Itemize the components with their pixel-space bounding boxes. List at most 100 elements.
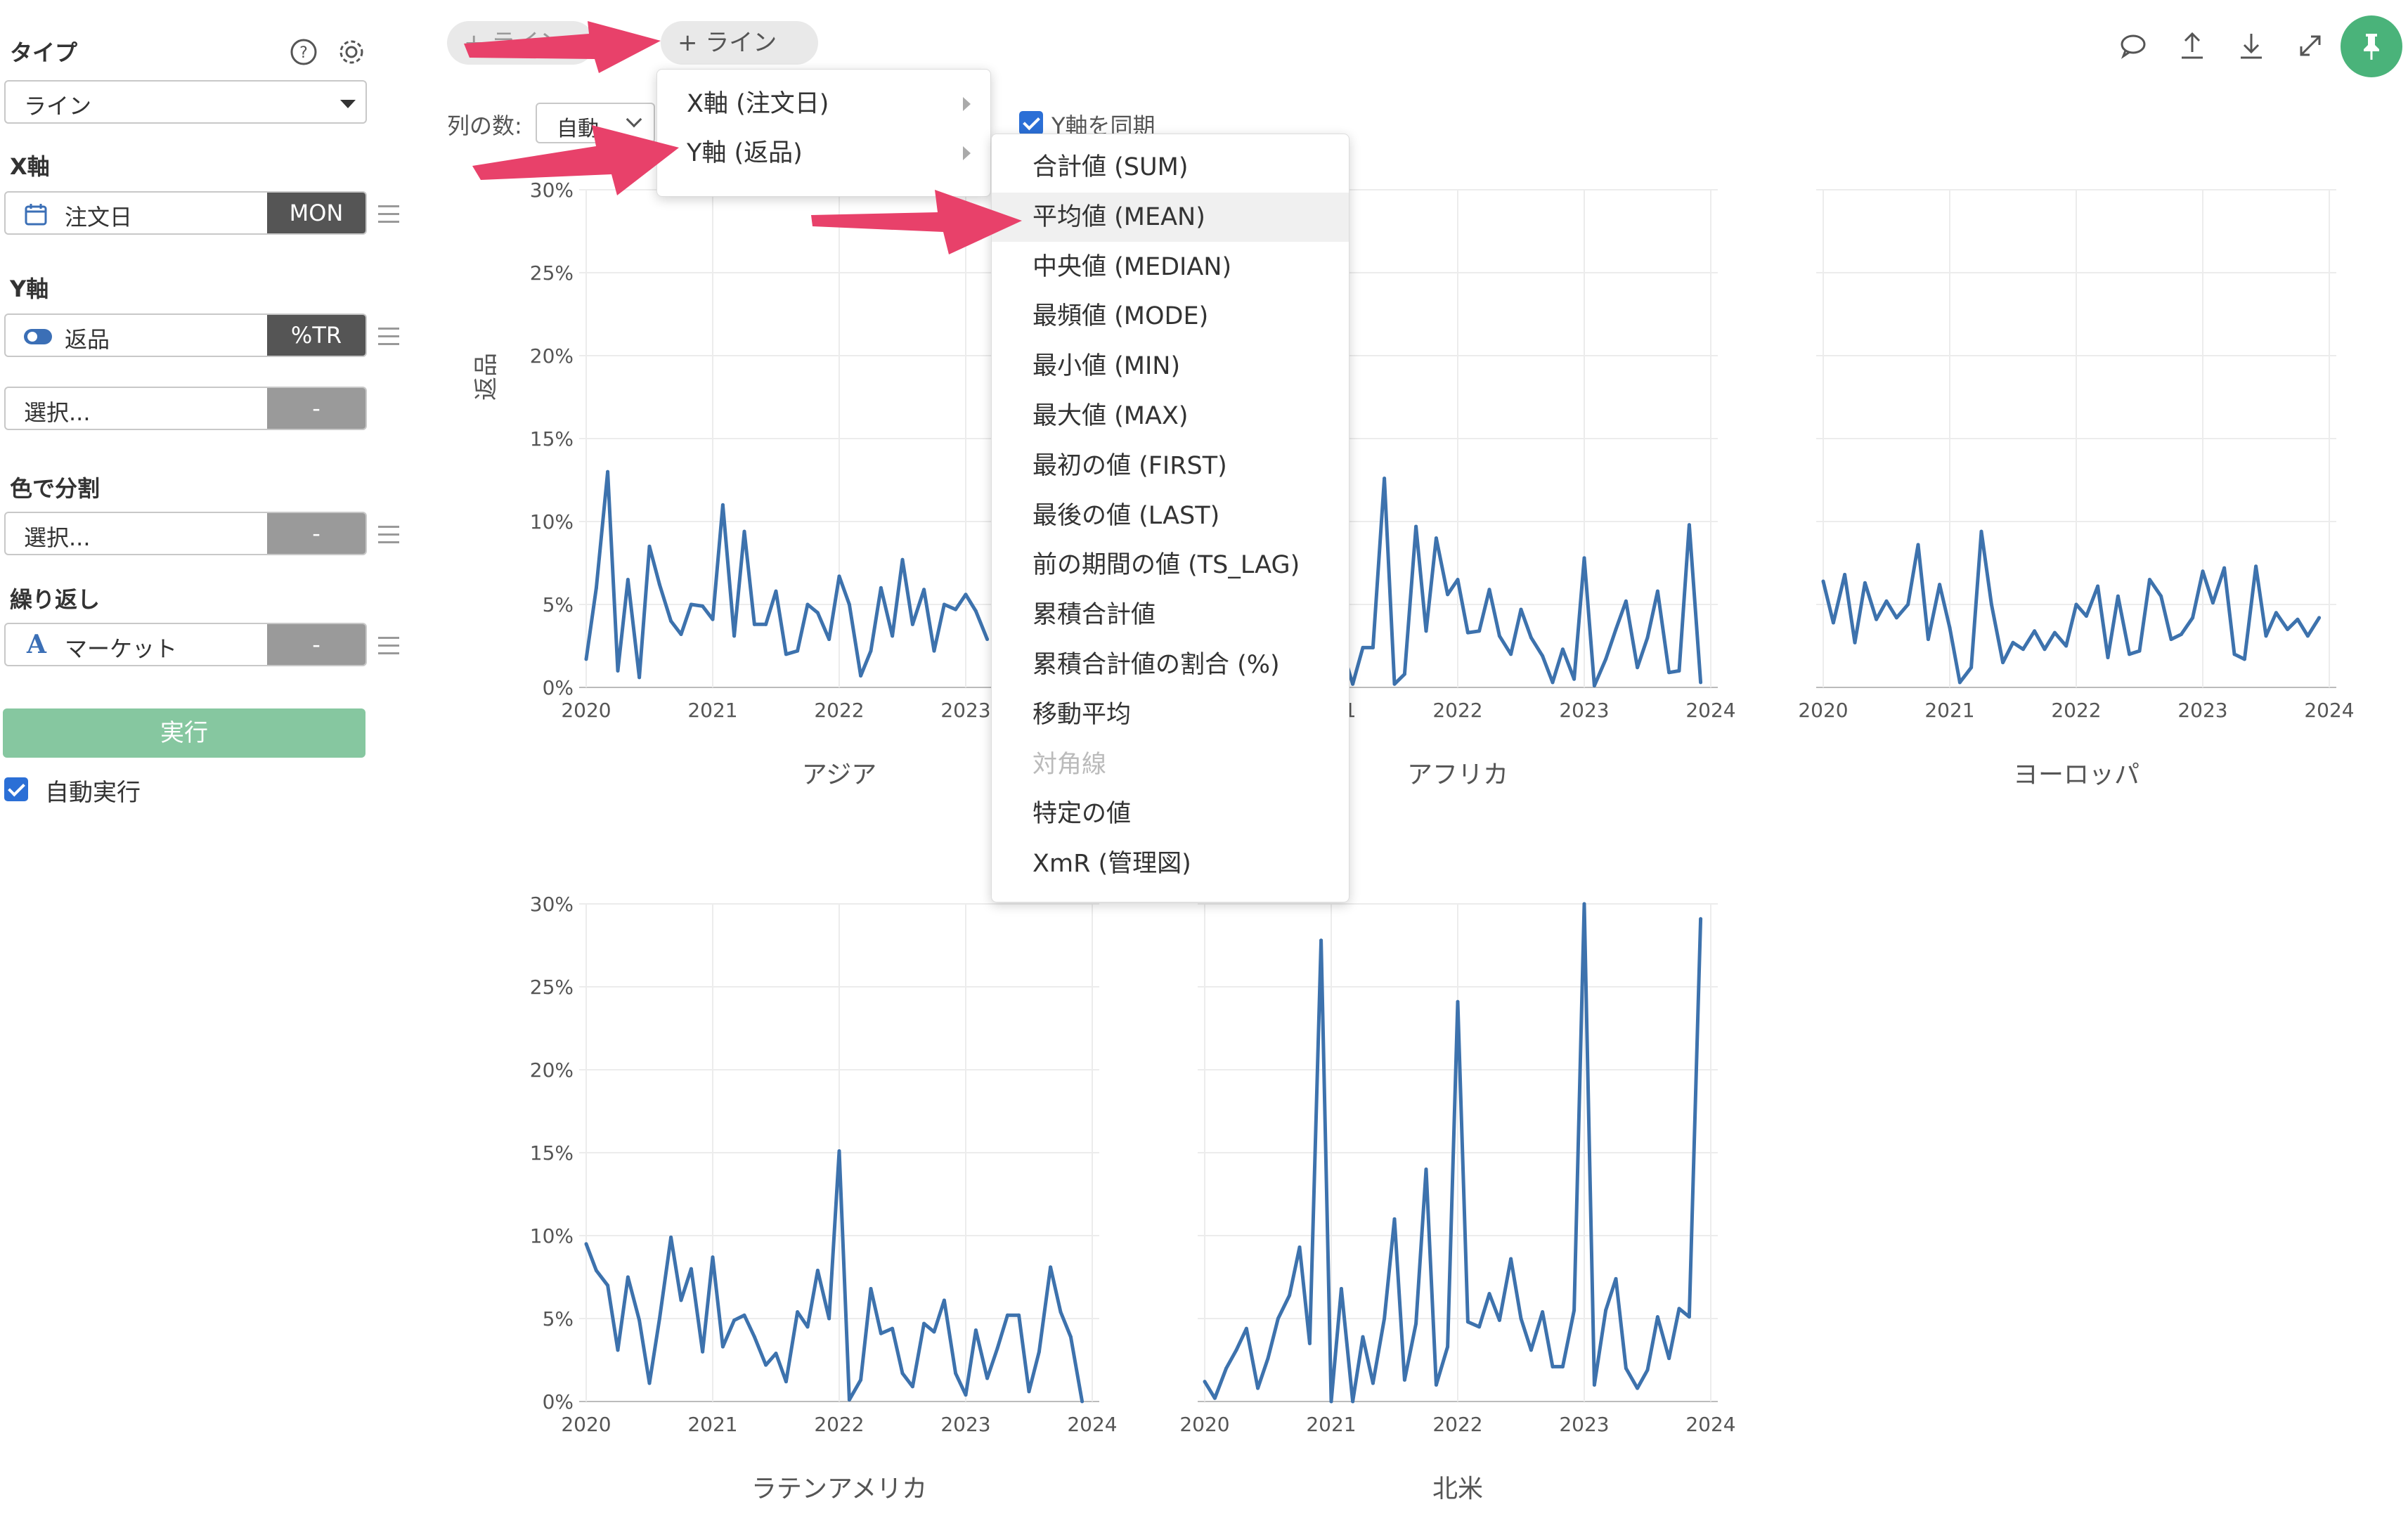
chart-type-select[interactable]: ライン <box>4 80 367 124</box>
x-axis-field[interactable]: 注文日 MON <box>4 191 367 235</box>
data-point <box>1351 1399 1355 1404</box>
x-tick-label: 2022 <box>1432 1413 1482 1436</box>
help-circle-icon[interactable]: ? <box>288 37 319 67</box>
data-points <box>1821 529 2322 685</box>
data-point <box>922 1321 926 1326</box>
download-icon[interactable] <box>2234 28 2269 63</box>
data-point <box>1592 684 1596 688</box>
data-point <box>796 1310 800 1314</box>
data-point <box>1677 1307 1681 1311</box>
panel-title: ヨーロッパ <box>2013 760 2140 789</box>
pin-button[interactable] <box>2341 15 2402 77</box>
data-point <box>879 1331 883 1335</box>
data-point <box>764 622 768 626</box>
data-point <box>954 607 958 611</box>
data-point <box>1487 588 1491 592</box>
data-point <box>1655 589 1659 593</box>
submenu-item[interactable]: XmR (管理図) <box>1033 850 1191 879</box>
data-point <box>973 609 978 613</box>
data-point <box>1037 1350 1041 1354</box>
y-axis-second-placeholder: 選択... <box>24 399 91 426</box>
data-point <box>1636 1386 1640 1390</box>
data-point <box>2084 614 2088 619</box>
data-point <box>1604 1308 1608 1312</box>
x-axis-section-label: X軸 <box>10 153 50 180</box>
y-axis-second-field[interactable]: 選択... - <box>4 387 367 430</box>
submenu-item[interactable]: 特定の値 <box>1033 800 1132 829</box>
submenu-item[interactable]: 平均値 (MEAN) <box>992 192 1349 242</box>
data-point <box>774 1352 778 1356</box>
submenu-item[interactable]: 最大値 (MAX) <box>1033 402 1189 430</box>
expand-icon[interactable] <box>2293 28 2328 63</box>
data-point <box>657 1316 661 1321</box>
data-point <box>2074 602 2078 607</box>
color-split-field[interactable]: 選択... - <box>4 512 367 555</box>
data-point <box>1821 579 1825 583</box>
gridlines <box>1198 903 1718 1402</box>
data-point <box>1989 602 1993 607</box>
x-tick-label: 2022 <box>814 699 864 722</box>
data-point <box>847 602 851 607</box>
data-point <box>752 622 756 626</box>
data-point <box>1582 556 1586 560</box>
data-point <box>1875 617 1879 621</box>
menu-item-x-axis[interactable]: X軸 (注文日) <box>657 79 990 129</box>
data-point <box>1604 657 1608 661</box>
submenu-item[interactable]: 最頻値 (MODE) <box>1033 302 1209 331</box>
submenu-item[interactable]: 累積合計値 <box>1033 601 1156 630</box>
x-axis-aggregation-tag[interactable]: MON <box>267 193 365 233</box>
data-point <box>606 1283 610 1288</box>
comment-icon[interactable] <box>2116 28 2151 63</box>
data-point <box>732 1318 737 1322</box>
data-point <box>1446 593 1450 597</box>
data-point <box>1383 1316 1387 1321</box>
y-axis-aggregation-tag[interactable]: %TR <box>267 315 365 356</box>
data-point <box>879 585 883 590</box>
data-point <box>752 1335 756 1339</box>
y-axis-field[interactable]: 返品 %TR <box>4 313 367 357</box>
data-point <box>1699 917 1703 921</box>
drag-handle-icon[interactable] <box>378 526 399 544</box>
data-point <box>637 675 642 680</box>
data-point <box>616 1348 620 1352</box>
add-line-button[interactable]: + ライン <box>661 21 818 65</box>
y-axis-section-label: Y軸 <box>10 276 49 302</box>
submenu-item[interactable]: 最小値 (MIN) <box>1033 352 1181 381</box>
auto-run-checkbox[interactable] <box>4 777 28 801</box>
data-point <box>2191 616 2195 620</box>
x-tick-label: 2020 <box>561 699 611 722</box>
repeat-field[interactable]: A マーケット - <box>4 623 367 666</box>
menu-item-y-axis[interactable]: Y軸 (返品) <box>657 129 990 178</box>
gear-icon[interactable] <box>336 37 367 67</box>
submenu-item[interactable]: 前の期間の値 (TS_LAG) <box>1033 551 1300 580</box>
data-point <box>2001 661 2005 665</box>
run-button[interactable]: 実行 <box>3 708 365 758</box>
drag-handle-icon[interactable] <box>378 328 399 346</box>
data-point <box>720 1345 725 1349</box>
data-point <box>637 1318 642 1322</box>
data-point <box>942 602 946 607</box>
submenu-item[interactable]: 最初の値 (FIRST) <box>1033 451 1227 480</box>
data-point <box>922 588 926 592</box>
y-tick-label: 30% <box>530 179 574 202</box>
data-point <box>1572 677 1577 681</box>
submenu-item[interactable]: 累積合計値の割合 (%) <box>1033 651 1280 679</box>
upload-icon[interactable] <box>2175 28 2210 63</box>
data-point <box>1687 523 1691 527</box>
chart-panel-africa: 20202021202220232024アフリカ <box>1179 189 1736 789</box>
drag-handle-icon[interactable] <box>378 637 399 655</box>
data-points <box>584 1149 1085 1404</box>
data-point <box>1884 599 1889 603</box>
submenu-item[interactable]: 合計値 (SUM) <box>1033 153 1189 181</box>
data-point <box>869 649 873 653</box>
submenu-item[interactable]: 移動平均 <box>1033 700 1132 729</box>
data-point <box>827 1316 831 1321</box>
sync-y-axis-checkbox[interactable] <box>1019 111 1043 135</box>
submenu-item[interactable]: 中央値 (MEDIAN) <box>1033 252 1232 281</box>
submenu-item[interactable]: 最後の値 (LAST) <box>1033 501 1220 530</box>
x-tick-label: 2021 <box>687 699 737 722</box>
drag-handle-icon[interactable] <box>378 205 399 224</box>
data-point <box>1392 1217 1397 1221</box>
data-point <box>1446 1345 1450 1349</box>
